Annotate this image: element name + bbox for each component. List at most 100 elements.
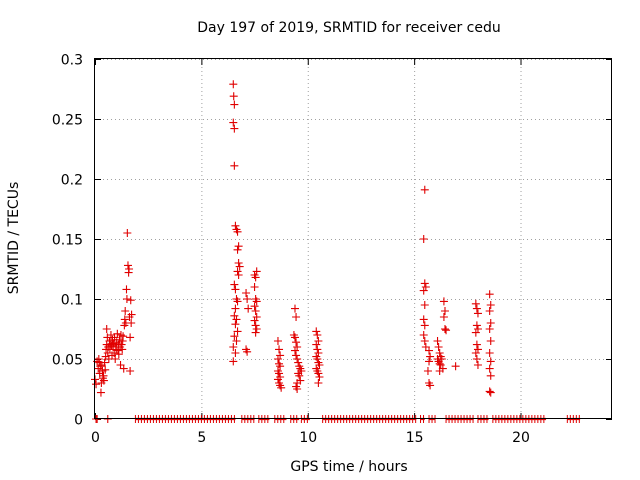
data-point-marker xyxy=(314,337,323,345)
data-point-marker xyxy=(485,290,494,299)
y-tick-label: 0.2 xyxy=(61,173,83,189)
data-point-marker xyxy=(434,343,443,351)
data-point-marker xyxy=(235,262,244,271)
data-point-marker xyxy=(125,265,134,273)
data-point-marker xyxy=(435,359,444,368)
data-point-marker xyxy=(425,346,434,355)
data-point-marker xyxy=(423,367,432,375)
data-point-marker xyxy=(472,340,481,349)
data-point-marker xyxy=(420,337,429,345)
data-point-marker xyxy=(486,301,495,309)
data-point-marker xyxy=(314,349,323,357)
data-point-marker xyxy=(472,355,481,363)
data-point-marker xyxy=(243,347,252,356)
x-tick-label: 10 xyxy=(299,430,317,446)
data-point-marker xyxy=(229,118,238,127)
data-point-marker xyxy=(485,364,494,373)
data-point-marker xyxy=(96,388,105,397)
data-point-marker xyxy=(251,307,260,315)
data-point-marker xyxy=(127,310,136,319)
data-point-marker xyxy=(243,295,252,303)
data-point-marker xyxy=(231,349,240,357)
data-point-marker xyxy=(119,364,128,373)
data-point-marker xyxy=(229,80,238,89)
data-point-marker xyxy=(233,327,242,336)
axis-ticks xyxy=(95,59,612,420)
data-point-marker xyxy=(425,357,434,366)
data-point-marker xyxy=(231,304,240,313)
data-point-marker xyxy=(290,333,299,342)
data-point-marker xyxy=(242,289,251,297)
data-point-marker xyxy=(276,351,285,360)
data-point-marker xyxy=(276,362,285,371)
data-point-marker xyxy=(419,315,428,324)
data-point-marker xyxy=(126,367,135,375)
data-point-marker xyxy=(290,346,299,355)
data-point-marker xyxy=(101,365,110,374)
data-point-marker xyxy=(472,304,481,313)
data-point-marker xyxy=(440,325,449,333)
data-point-marker xyxy=(273,355,282,363)
data-point-marker xyxy=(292,338,301,347)
data-point-marker xyxy=(486,337,495,345)
data-point-marker xyxy=(232,337,241,345)
data-point-marker xyxy=(250,316,259,325)
data-point-marker xyxy=(485,307,494,315)
data-point-marker xyxy=(473,361,482,369)
data-point-marker xyxy=(229,92,238,101)
plot-frame xyxy=(94,58,612,419)
data-point-marker xyxy=(435,367,444,375)
data-point-marker xyxy=(230,280,239,289)
x-tick-label: 0 xyxy=(91,430,100,446)
y-axis-label: SRMTID / TECUs xyxy=(6,182,22,295)
data-point-marker xyxy=(435,349,444,357)
axis-tick-labels: 0 5 10 15 20 0 0.05 0.1 0.15 0.2 0.25 0.3 xyxy=(52,53,530,447)
data-point-marker xyxy=(439,313,448,321)
data-point-marker xyxy=(293,343,302,351)
data-point-marker xyxy=(234,259,243,267)
data-point-marker xyxy=(111,355,120,363)
data-point-marker xyxy=(420,301,429,309)
data-point-marker xyxy=(122,295,131,303)
x-tick-label: 20 xyxy=(512,430,530,446)
data-point-marker xyxy=(230,161,239,170)
y-tick-label: 0.3 xyxy=(61,53,83,69)
data-point-marker xyxy=(420,279,429,288)
data-point-marker xyxy=(233,297,242,306)
y-tick-label: 0.1 xyxy=(61,293,83,309)
data-point-marker xyxy=(275,369,284,378)
data-point-marker xyxy=(440,307,449,315)
data-point-marker xyxy=(231,285,240,294)
data-point-marker xyxy=(252,297,261,306)
data-point-marker xyxy=(486,371,495,380)
data-point-marker xyxy=(250,283,259,291)
data-point-marker xyxy=(473,325,482,333)
data-point-marker xyxy=(102,325,111,333)
data-point-marker xyxy=(277,383,286,392)
data-point-marker xyxy=(426,381,435,390)
data-point-marker xyxy=(295,371,304,380)
data-point-marker xyxy=(419,235,428,243)
data-point-marker xyxy=(230,311,239,320)
y-tick-label: 0.05 xyxy=(52,353,83,369)
data-point-marker xyxy=(252,313,261,321)
data-point-marker xyxy=(230,100,239,109)
data-point-marker xyxy=(117,340,126,349)
data-point-marker xyxy=(126,296,135,305)
data-point-marker xyxy=(313,331,322,339)
data-point-marker xyxy=(275,345,284,354)
data-point-marker xyxy=(273,375,282,384)
data-point-marker xyxy=(420,185,429,194)
data-point-marker xyxy=(485,325,494,333)
x-tick-label: 15 xyxy=(406,430,424,446)
y-tick-label: 0 xyxy=(74,413,83,429)
data-point-marker xyxy=(290,304,299,313)
data-point-marker xyxy=(122,285,131,294)
data-point-marker xyxy=(251,321,260,330)
data-point-marker xyxy=(312,327,321,336)
data-point-marker xyxy=(451,362,460,371)
data-point-marker xyxy=(229,357,238,366)
data-point-marker xyxy=(113,329,122,338)
data-point-marker xyxy=(471,299,480,308)
